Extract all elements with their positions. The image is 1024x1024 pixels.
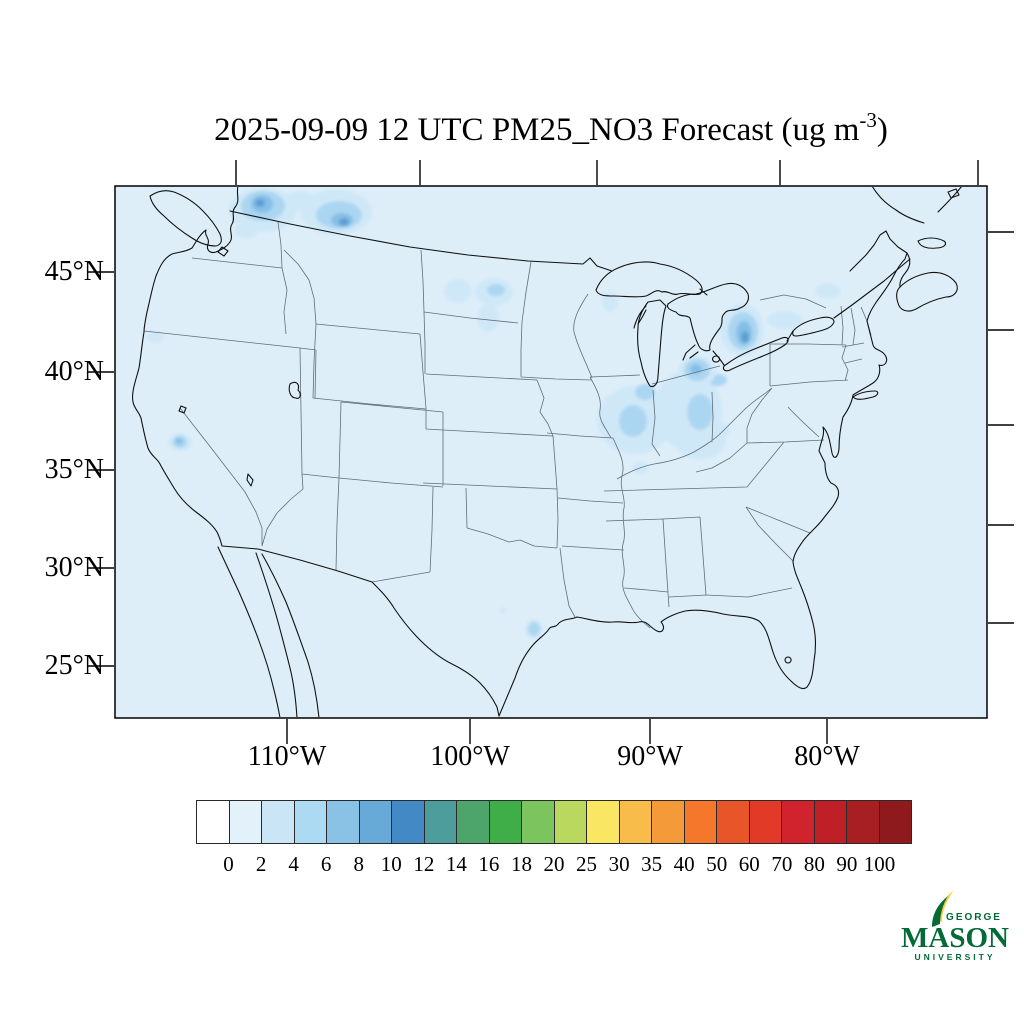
plot-title-close: ) [876,112,888,148]
colorbar-tick-label-0: 0 [223,852,234,876]
lon-label-90w: 90°W [617,741,683,772]
lat-label-30n: 30°N [44,552,104,583]
colorbar-tick-label-20: 20 [543,852,565,876]
colorbar-cell-11 [554,801,586,843]
colorbar-cell-0 [197,801,229,843]
gulf-and-atlantic-coast [498,230,908,717]
colorbar-tick-label-90: 90 [836,852,858,876]
colorbar-cell-20 [847,801,879,843]
gmu-logo-mason: MASON [901,922,1009,954]
northeast-canada-coast [871,187,962,224]
pacific-coast-and-mexico-border [132,187,500,717]
colorbar-cell-18 [782,801,814,843]
colorbar-tick-label-18: 18 [510,852,532,876]
colorbar-tick-label-12: 12 [413,852,435,876]
colorbar-tick-label-50: 50 [706,852,728,876]
gmu-logo-george: GEORGE [946,912,1002,923]
colorbar-cell-14 [652,801,684,843]
colorbar-tick-label-80: 80 [803,852,825,876]
colorbar-tick-label-30: 30 [608,852,630,876]
lat-label-35n: 35°N [44,454,104,485]
colorbar-tick-label-4: 4 [288,852,299,876]
gmu-logo-university: UNIVERSITY [914,952,996,962]
colorbar-cell-16 [717,801,749,843]
colorbar-tick-label-100: 100 [863,852,896,876]
colorbar-cell-2 [262,801,294,843]
colorbar-cell-13 [619,801,651,843]
lake-michigan [633,299,667,388]
colorbar-cell-1 [229,801,261,843]
colorbar-tick-label-6: 6 [320,852,332,876]
lat-label-45n: 45°N [44,256,104,287]
colorbar-cell-10 [522,801,554,843]
colorbar-tick-label-40: 40 [673,852,695,876]
plot-title-text: 2025-09-09 12 UTC PM25_NO3 Forecast (ug … [214,112,860,148]
colorbar-tick-label-16: 16 [478,852,500,876]
right-ticks [988,231,1014,624]
lat-label-40n: 40°N [44,356,104,387]
colorbar-cell-5 [359,801,391,843]
colorbar-tick-label-25: 25 [576,852,598,876]
colorbar-cell-12 [587,801,619,843]
colorbar-tick-label-10: 10 [380,852,402,876]
canada-border-49n [229,210,613,272]
baja-california [217,546,320,717]
lake-erie [722,336,789,372]
colorbar-tick-label-8: 8 [353,852,364,876]
colorbar-cell-21 [879,801,911,843]
colorbar-cell-17 [749,801,781,843]
colorbar-cell-9 [489,801,521,843]
colorbar-tick-label-2: 2 [255,852,267,876]
axis-ticks [88,160,1014,744]
prince-edward-island [917,237,947,249]
top-ticks [235,160,979,185]
lake-ontario [792,316,835,337]
lon-label-80w: 80°W [794,741,860,772]
long-island [852,390,879,400]
st-lawrence-river [833,258,911,319]
pm25-no3-concentration-shading [146,188,841,639]
colorbar-tick-label-35: 35 [641,852,663,876]
colorbar-cell-8 [457,801,489,843]
gmu-flame-icon [932,890,954,927]
colorbar [196,800,912,844]
colorbar-tick-label-60: 60 [738,852,760,876]
colorbar-cell-4 [327,801,359,843]
bottom-ticks [286,719,828,744]
colorbar-cell-7 [424,801,456,843]
map-frame [114,185,988,719]
lon-label-110w: 110°W [247,741,327,772]
connecting-channels [699,288,794,366]
colorbar-tick-label-14: 14 [445,852,467,876]
lon-label-100w: 100°W [430,741,510,772]
vancouver-island [149,190,229,257]
plot-title-exponent: -3 [859,108,877,132]
colorbar-tick-label-70: 70 [771,852,793,876]
inland-lakes [178,381,792,664]
colorbar-cell-3 [294,801,326,843]
coastlines-and-borders [132,187,962,717]
gmu-logo: GEORGE MASON UNIVERSITY [896,888,1014,980]
state-boundaries [143,221,872,629]
plot-title: 2025-09-09 12 UTC PM25_NO3 Forecast (ug … [115,108,987,149]
colorbar-cell-15 [684,801,716,843]
map-background [115,186,987,718]
lat-label-25n: 25°N [44,650,104,681]
colorbar-cell-19 [814,801,846,843]
nova-scotia [896,271,958,312]
left-ticks [88,271,114,667]
bay-of-fundy [899,252,911,288]
lake-huron-georgian-bay [666,282,750,361]
colorbar-cell-6 [392,801,424,843]
